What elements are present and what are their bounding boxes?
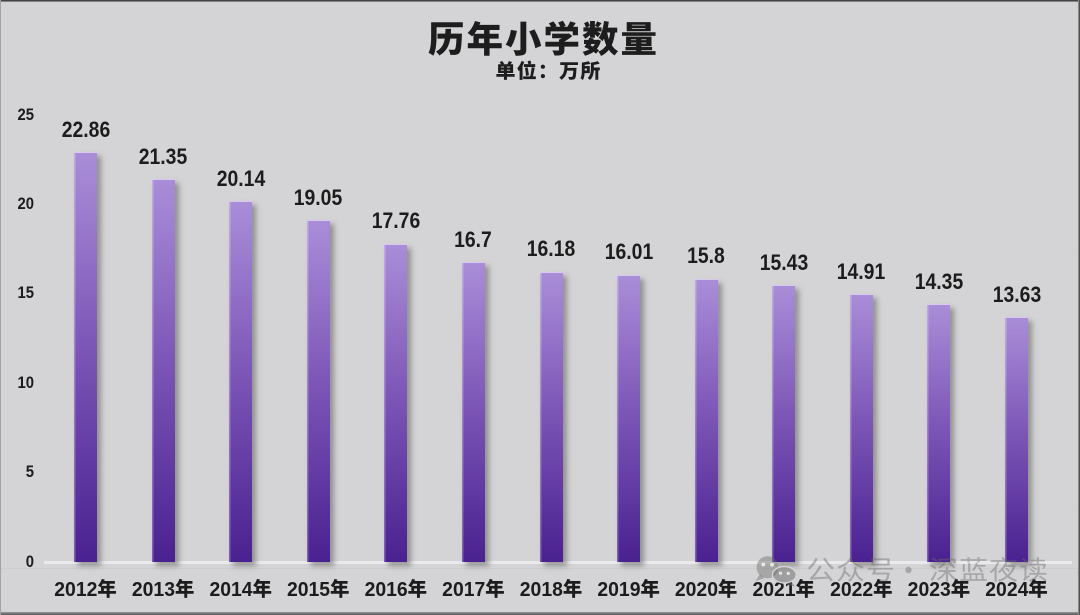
svg-text:2012: 2012 xyxy=(54,579,97,601)
svg-text:2020: 2020 xyxy=(675,579,718,601)
svg-text:2024: 2024 xyxy=(985,579,1028,601)
svg-text:2023: 2023 xyxy=(908,579,951,601)
svg-text:2013: 2013 xyxy=(132,579,175,601)
svg-text:2016: 2016 xyxy=(365,579,408,601)
svg-text:2014: 2014 xyxy=(209,579,252,601)
svg-text:2015: 2015 xyxy=(287,579,330,601)
svg-text:2017: 2017 xyxy=(442,579,485,601)
svg-text:2022: 2022 xyxy=(830,579,873,601)
svg-text:2021: 2021 xyxy=(752,579,795,601)
svg-text:2018: 2018 xyxy=(520,579,563,601)
svg-text:2019: 2019 xyxy=(597,579,640,601)
